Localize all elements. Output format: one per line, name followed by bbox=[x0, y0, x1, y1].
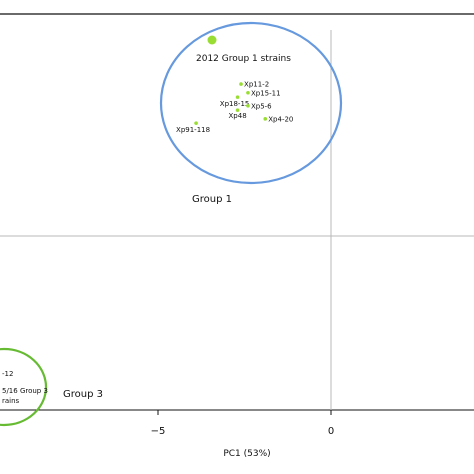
group-1-label: Group 1 bbox=[192, 194, 232, 205]
data-point-xp48 bbox=[235, 108, 240, 112]
point-label-xp4-20: Xp4-20 bbox=[268, 115, 293, 123]
point-label-xp91-118: Xp91-118 bbox=[176, 126, 210, 134]
point-label-xp48: Xp48 bbox=[229, 112, 247, 120]
x-ticks: −5 0 bbox=[151, 410, 334, 437]
x-axis-title: PC1 (53%) bbox=[223, 449, 270, 459]
data-point-xp91-118 bbox=[194, 121, 198, 125]
data-point-xp5-6 bbox=[246, 104, 250, 108]
data-point-xp15-11 bbox=[246, 90, 250, 95]
data-point-xp4-20 bbox=[263, 117, 268, 121]
data-point-xp18-15 bbox=[235, 95, 240, 99]
x-tick-label-0: −5 bbox=[151, 426, 166, 437]
group-3-partial-label-2: 5/16 Group 3 bbox=[2, 387, 48, 395]
group-3-label: Group 3 bbox=[63, 389, 103, 400]
x-tick-label-1: 0 bbox=[328, 426, 334, 437]
group-3-circle bbox=[0, 347, 48, 427]
point-label-xp15-11: Xp15-11 bbox=[251, 89, 281, 97]
legend-dot bbox=[207, 35, 217, 45]
legend-label: 2012 Group 1 strains bbox=[196, 54, 291, 64]
group-3-partial-label-1: -12 bbox=[2, 370, 13, 378]
group-3-partial-label-3: rains bbox=[2, 397, 20, 405]
group-1-circle bbox=[159, 21, 343, 185]
point-label-xp18-15: Xp18-15 bbox=[220, 100, 250, 108]
point-label-xp11-2: Xp11-2 bbox=[244, 81, 269, 89]
data-point-xp11-2 bbox=[239, 82, 243, 86]
point-label-xp5-6: Xp5-6 bbox=[251, 102, 272, 110]
